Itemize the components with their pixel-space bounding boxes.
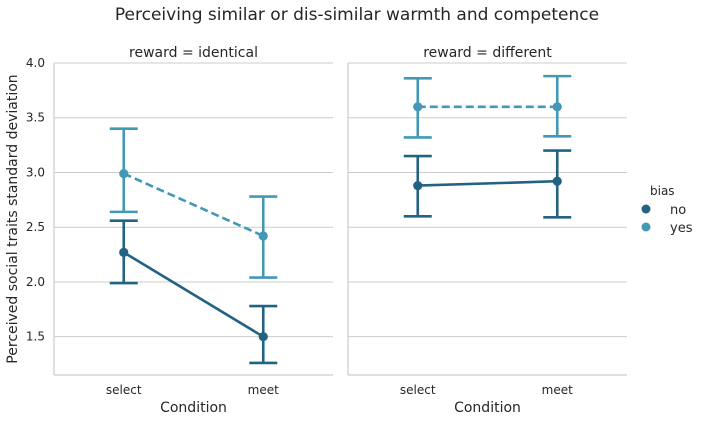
data-point (258, 332, 268, 342)
y-tick-label: 3.5 (26, 111, 45, 125)
facet-panel: reward = different select meet Condition (347, 45, 627, 416)
x-axis-label: Condition (454, 400, 521, 416)
series-yes (403, 74, 572, 139)
x-tick-label: select (400, 383, 436, 397)
series-no (403, 149, 572, 219)
y-tick-label: 3.0 (26, 165, 45, 179)
x-tick-label: select (106, 383, 142, 397)
legend-marker (641, 204, 651, 214)
data-point (119, 168, 129, 179)
series-line (417, 179, 558, 187)
chart-title: Perceiving similar or dis-similar warmth… (115, 5, 599, 25)
data-point (552, 102, 562, 112)
y-tick-label: 1.5 (26, 330, 45, 344)
y-tick-label: 2.5 (26, 220, 45, 234)
data-point (552, 176, 562, 186)
data-point (119, 247, 129, 257)
legend-label: no (670, 203, 686, 218)
data-point (413, 102, 423, 112)
legend-title: bias (650, 184, 675, 198)
legend-marker (641, 222, 651, 232)
panel-title: reward = identical (129, 45, 258, 61)
data-point (258, 231, 268, 241)
data-point (413, 181, 423, 191)
panel-title: reward = different (423, 45, 552, 61)
series-line (123, 172, 264, 238)
series-line (123, 251, 264, 338)
x-axis-label: Condition (160, 400, 227, 416)
series-yes (109, 127, 278, 279)
y-axis-label: Perceived social traits standard deviati… (5, 74, 21, 363)
y-tick-label: 2.0 (26, 275, 45, 289)
legend: bias no yes (641, 184, 693, 236)
x-tick-label: meet (542, 383, 573, 397)
facet-panel: reward = identical 1.5 2.0 2.5 3.0 3.5 4.0 sele… (26, 45, 333, 416)
legend-label: yes (670, 221, 693, 236)
x-tick-label: meet (248, 383, 279, 397)
series-no (109, 219, 278, 365)
y-tick-label: 4.0 (26, 56, 45, 70)
